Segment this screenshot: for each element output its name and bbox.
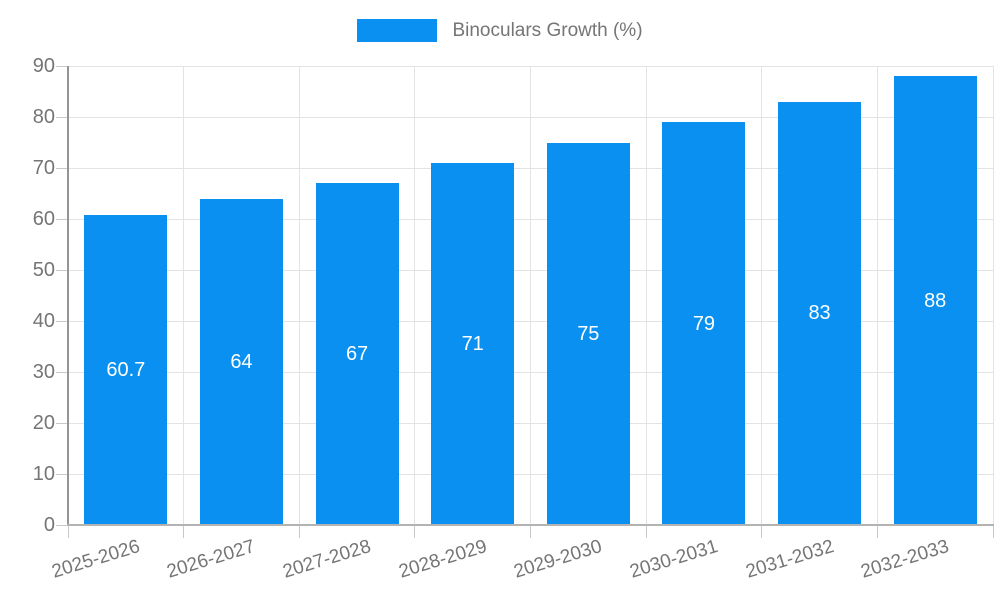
legend-swatch xyxy=(357,19,438,42)
legend-label: Binoculars Growth (%) xyxy=(452,19,643,41)
bar xyxy=(431,162,515,525)
bar-value-label: 67 xyxy=(345,343,369,366)
x-tick xyxy=(876,525,878,538)
y-axis-tick-label: 90 xyxy=(32,55,55,77)
y-tick xyxy=(56,167,68,169)
x-tick xyxy=(67,525,69,538)
y-tick xyxy=(56,371,68,373)
y-tick xyxy=(56,320,68,322)
bar-value-label: 79 xyxy=(692,312,716,335)
bar-value-label: 60.7 xyxy=(106,359,146,382)
y-tick xyxy=(56,65,68,67)
bar-value-label: 75 xyxy=(577,322,600,345)
y-axis-tick-label: 20 xyxy=(32,412,55,434)
bar xyxy=(315,183,399,525)
y-axis-tick-label: 80 xyxy=(32,106,55,128)
x-tick xyxy=(414,525,416,538)
y-tick xyxy=(56,422,68,424)
bar xyxy=(662,122,746,525)
v-gridline xyxy=(645,66,647,525)
legend: Binoculars Growth (%) xyxy=(0,19,1000,42)
bar-value-label: 88 xyxy=(924,289,947,312)
v-gridline xyxy=(183,66,185,525)
bar-value-label: 71 xyxy=(461,332,484,355)
y-axis-tick-label: 0 xyxy=(43,514,55,536)
x-tick xyxy=(761,525,763,538)
y-axis-tick-label: 30 xyxy=(32,361,55,383)
y-tick xyxy=(56,218,68,220)
y-axis-tick-label: 40 xyxy=(32,310,55,332)
bar xyxy=(199,198,283,525)
v-gridline xyxy=(298,66,300,525)
x-tick xyxy=(298,525,300,538)
v-gridline xyxy=(761,66,763,525)
v-gridline xyxy=(414,66,416,525)
bar-value-label: 83 xyxy=(808,302,831,325)
bar xyxy=(778,101,862,525)
y-tick xyxy=(56,473,68,475)
v-gridline xyxy=(992,66,994,525)
y-axis-tick-label: 60 xyxy=(32,208,55,230)
bar xyxy=(546,142,630,525)
y-tick xyxy=(56,116,68,118)
x-tick xyxy=(645,525,647,538)
x-tick xyxy=(183,525,185,538)
bar-value-label: 64 xyxy=(230,350,253,373)
y-axis-line xyxy=(67,66,69,526)
x-axis-line xyxy=(67,524,994,526)
v-gridline xyxy=(530,66,531,525)
y-axis-tick-label: 10 xyxy=(32,463,55,485)
bar xyxy=(893,76,977,525)
y-tick xyxy=(56,269,68,271)
x-tick xyxy=(992,525,994,538)
x-tick xyxy=(530,525,531,538)
y-axis-tick-label: 70 xyxy=(32,157,55,179)
y-tick xyxy=(56,524,68,526)
y-axis-tick-label: 50 xyxy=(32,259,55,281)
bar xyxy=(84,215,168,525)
v-gridline xyxy=(876,66,878,525)
